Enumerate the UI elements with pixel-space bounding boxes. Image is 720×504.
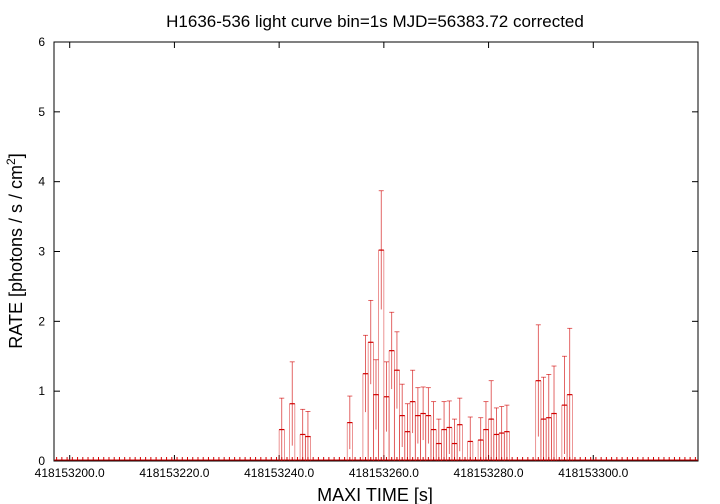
y-axis: 0 1 2 3 4 5 6 [38,35,698,468]
data-point-31 [535,324,542,461]
data-point-16 [420,386,427,461]
data-point-13 [404,403,411,461]
data-point-1 [289,361,296,461]
y-tick-label-3: 3 [38,245,45,259]
data-point-5 [362,334,369,461]
data-point-21 [446,400,453,461]
data-series [278,190,573,461]
data-point-35 [561,355,568,461]
data-point-12 [399,383,406,461]
x-tick-label-3: 418153260.0 [349,466,419,480]
data-point-28 [493,407,500,461]
data-point-23 [456,397,463,461]
x-tick-label-2: 418153240.0 [244,466,314,480]
data-point-11 [393,331,400,461]
y-tick-label-1: 1 [38,384,45,398]
data-point-10 [388,311,395,461]
y-axis-label-end: ] [6,153,26,158]
x-tick-label-1: 418153220.0 [139,466,209,480]
data-point-32 [540,376,547,461]
data-point-25 [477,417,484,461]
data-point-7 [373,359,379,461]
data-point-9 [383,361,390,461]
y-tick-label-0: 0 [38,454,45,468]
data-point-29 [498,406,505,461]
data-point-24 [467,416,474,461]
x-axis-label: MAXI TIME [s] [317,485,433,504]
data-point-30 [503,404,510,461]
data-point-3 [304,411,311,461]
data-point-4 [346,395,353,461]
data-point-18 [430,401,437,461]
data-point-2 [299,408,306,461]
y-axis-label-main: RATE [photons / s / cm [6,165,26,349]
x-tick-label-4: 418153280.0 [454,466,524,480]
data-point-8 [378,190,385,461]
zero-rate-markers [54,457,698,461]
data-point-0 [278,397,285,461]
data-point-22 [451,418,458,461]
data-point-14 [409,369,416,461]
y-axis-label-superscript: 2 [4,158,18,165]
y-tick-label-5: 5 [38,105,45,119]
data-point-15 [414,387,421,461]
data-point-36 [566,327,573,461]
data-point-17 [425,387,432,461]
data-point-19 [435,418,442,461]
y-tick-label-6: 6 [38,35,45,49]
y-axis-label: RATE [photons / s / cm2] [4,153,26,348]
data-point-34 [551,365,557,461]
x-tick-label-5: 418153300.0 [558,466,628,480]
y-tick-label-4: 4 [38,175,45,189]
data-point-26 [482,401,489,461]
data-point-27 [488,380,495,461]
x-axis: 418153200.0 418153220.0 418153240.0 4181532… [35,42,629,480]
data-point-20 [441,401,448,461]
chart-title: H1636-536 light curve bin=1s MJD=56383.7… [166,12,584,31]
data-point-6 [367,299,374,461]
data-point-33 [545,374,552,461]
x-tick-label-0: 418153200.0 [35,466,105,480]
y-tick-label-2: 2 [38,314,45,328]
